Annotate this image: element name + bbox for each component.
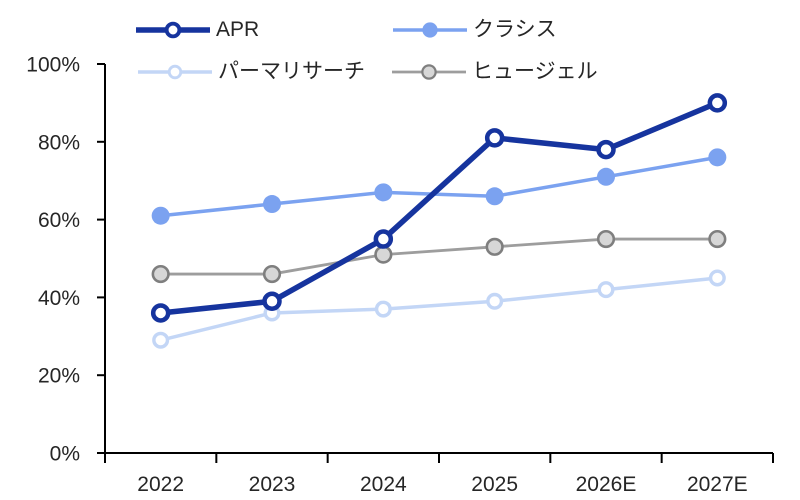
data-point — [486, 292, 504, 310]
data-point — [374, 245, 393, 264]
x-axis-tick-label: 2022 — [137, 473, 184, 496]
y-axis-tick-label: 60% — [38, 209, 80, 232]
x-axis-tick-label: 2025 — [471, 473, 518, 496]
data-point — [596, 139, 616, 160]
data-point — [374, 183, 393, 202]
legend-swatch-kurashisu — [393, 22, 467, 38]
data-point — [164, 21, 182, 39]
y-axis-tick-label: 100% — [26, 54, 80, 77]
y-axis-tick-label: 0% — [50, 443, 80, 466]
data-point — [485, 187, 504, 206]
x-axis-tick-label: 2026E — [576, 473, 637, 496]
data-point — [151, 264, 170, 284]
legend-label-apr: APR — [216, 18, 260, 41]
data-point — [167, 64, 183, 80]
data-point — [151, 206, 170, 225]
series-line — [158, 276, 720, 342]
series-line — [159, 237, 719, 276]
series-line — [157, 100, 721, 316]
x-axis-tick-label: 2023 — [249, 473, 296, 496]
x-axis-tick-label: 2027E — [687, 473, 748, 496]
series-クラシス — [151, 148, 727, 225]
legend-label-hyujeru: ヒュージェル — [472, 60, 598, 83]
data-point — [484, 128, 505, 148]
legend-swatch-apr — [136, 21, 210, 39]
data-point — [597, 281, 615, 299]
data-point — [262, 264, 282, 284]
data-point — [422, 22, 438, 38]
data-point — [708, 269, 726, 287]
legend-item-kurashisu: クラシス — [393, 15, 557, 45]
legend-item-pamarisachi: パーマリサーチ — [138, 57, 365, 87]
data-point — [596, 229, 616, 249]
series-line — [158, 155, 720, 218]
data-point — [374, 300, 392, 318]
y-axis-tick-label: 40% — [38, 287, 80, 310]
legend-label-kurashisu: クラシス — [473, 18, 557, 41]
legend-label-pamarisachi: パーマリサーチ — [218, 60, 365, 83]
data-point — [485, 237, 504, 256]
legend-item-hyujeru: ヒュージェル — [392, 57, 598, 87]
data-point — [707, 93, 728, 113]
data-point — [262, 291, 282, 312]
x-axis-tick-label: 2024 — [360, 473, 407, 496]
legend-item-apr: APR — [136, 15, 259, 45]
data-point — [421, 64, 437, 80]
series-ヒュージェル — [151, 229, 727, 284]
series-パーマリサーチ — [152, 269, 726, 349]
data-point — [373, 229, 394, 249]
legend-swatch-pamarisachi — [138, 64, 212, 80]
data-point — [597, 167, 615, 186]
data-point — [708, 229, 727, 249]
data-point — [708, 148, 727, 167]
y-axis-tick-label: 80% — [38, 131, 80, 154]
y-axis-tick-label: 20% — [38, 365, 80, 388]
data-point — [152, 331, 170, 349]
data-point — [150, 303, 171, 323]
legend-swatch-hyujeru — [392, 64, 466, 80]
data-point — [263, 195, 281, 214]
series-APR — [150, 93, 728, 323]
